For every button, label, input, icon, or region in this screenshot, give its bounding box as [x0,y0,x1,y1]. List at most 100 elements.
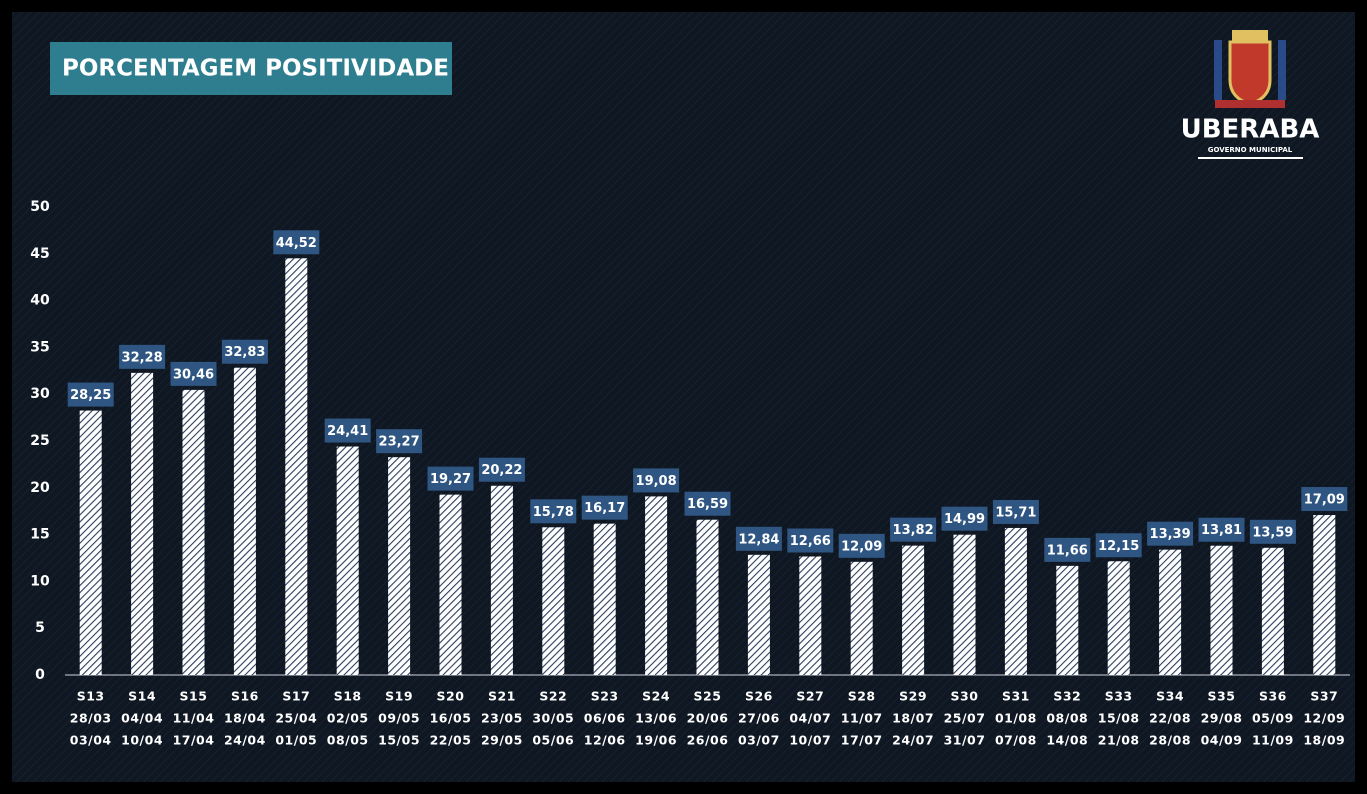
value-label-box [1198,517,1245,542]
x-tick-label: 02/05 [327,711,369,726]
x-tick-label: 25/07 [944,711,986,726]
value-label-box [941,506,988,531]
bar [1056,565,1079,675]
x-tick-label: 01/08 [995,711,1037,726]
bar [542,527,565,675]
x-tick-label: 08/05 [327,733,369,748]
x-tick-label: S25 [694,689,722,704]
value-label: 13,81 [1201,523,1242,538]
logo-subtext: GOVERNO MUNICIPAL [1208,146,1293,154]
value-label: 16,59 [687,497,728,512]
x-tick-label: 11/07 [841,711,883,726]
value-label: 28,25 [70,388,111,403]
y-tick-label: 45 [30,246,49,262]
bar [131,372,154,675]
value-label: 19,27 [430,472,471,487]
value-label: 30,46 [173,367,214,382]
x-tick-label: 26/06 [687,733,729,748]
x-tick-label: S23 [591,689,619,704]
value-label-box [787,528,834,553]
x-tick-label: 06/06 [584,711,626,726]
y-tick-label: 10 [30,573,50,589]
x-tick-label: S24 [642,689,670,704]
x-tick-label: 07/08 [995,733,1037,748]
bar [1159,549,1182,675]
x-tick-label: 05/06 [532,733,574,748]
bar [233,367,256,675]
bar [593,523,616,675]
x-tick-label: S18 [334,689,362,704]
x-tick-label: 09/05 [378,711,420,726]
value-label-box [890,517,937,542]
bar [799,556,822,675]
value-label-box [581,495,628,520]
x-tick-label: 17/07 [841,733,883,748]
y-tick-label: 25 [30,433,49,449]
x-tick-label: 10/07 [789,733,831,748]
x-tick-label: 15/05 [378,733,420,748]
value-label-box [838,533,885,558]
x-tick-label: S30 [951,689,979,704]
value-label-box [478,457,525,482]
y-tick-label: 20 [30,480,50,496]
bar [1313,515,1336,675]
x-tick-label: 11/04 [173,711,215,726]
x-tick-label: S13 [77,689,105,704]
bar [902,545,925,675]
x-tick-label: S32 [1053,689,1081,704]
x-tick-label: 30/05 [532,711,574,726]
value-label: 24,41 [327,424,368,439]
y-tick-label: 30 [30,386,50,402]
x-tick-label: 28/08 [1149,733,1191,748]
value-label-box [1095,533,1142,558]
y-tick-label: 15 [30,527,49,543]
value-label-box [735,526,782,551]
x-tick-label: S16 [231,689,259,704]
x-tick-label: S36 [1259,689,1287,704]
value-label: 13,82 [893,523,934,538]
value-label: 12,66 [790,534,831,549]
value-label: 15,71 [995,505,1036,520]
x-tick-label: S29 [899,689,927,704]
bar [1261,547,1284,675]
y-tick-label: 40 [30,293,50,309]
x-tick-label: 04/07 [789,711,831,726]
x-tick-label: 04/09 [1201,733,1243,748]
value-label-box [992,499,1039,524]
value-label-box [376,429,423,454]
x-tick-label: S20 [437,689,465,704]
y-tick-label: 50 [30,199,50,215]
y-tick-label: 5 [35,620,45,636]
chart-title: PORCENTAGEM POSITIVIDADE [62,56,449,82]
bar [1107,561,1130,675]
x-tick-label: S35 [1208,689,1236,704]
value-label: 12,09 [841,539,882,554]
x-tick-label: 19/06 [635,733,677,748]
x-tick-label: 01/05 [275,733,317,748]
x-tick-label: S31 [1002,689,1030,704]
value-label-box [684,491,731,516]
x-tick-label: 22/08 [1149,711,1191,726]
value-label: 17,09 [1304,493,1345,508]
x-tick-label: 21/08 [1098,733,1140,748]
value-label: 12,84 [738,532,779,547]
bar [336,446,359,675]
x-tick-label: 25/04 [275,711,317,726]
x-tick-label: 18/09 [1303,733,1345,748]
x-tick-label: 31/07 [944,733,986,748]
x-tick-label: S15 [180,689,208,704]
bar [953,534,976,675]
x-tick-label: S34 [1156,689,1184,704]
x-tick-label: 24/07 [892,733,934,748]
value-label: 44,52 [276,236,317,251]
x-tick-label: 14/08 [1046,733,1088,748]
bar [1004,527,1027,675]
value-label-box [1301,487,1348,512]
value-label: 15,78 [533,505,574,520]
x-tick-label: 22/05 [430,733,472,748]
logo-text: UBERABA [1181,115,1320,145]
x-tick-label: 03/07 [738,733,780,748]
bar [490,485,513,675]
value-label: 11,66 [1047,543,1088,558]
value-label: 19,08 [636,474,677,489]
